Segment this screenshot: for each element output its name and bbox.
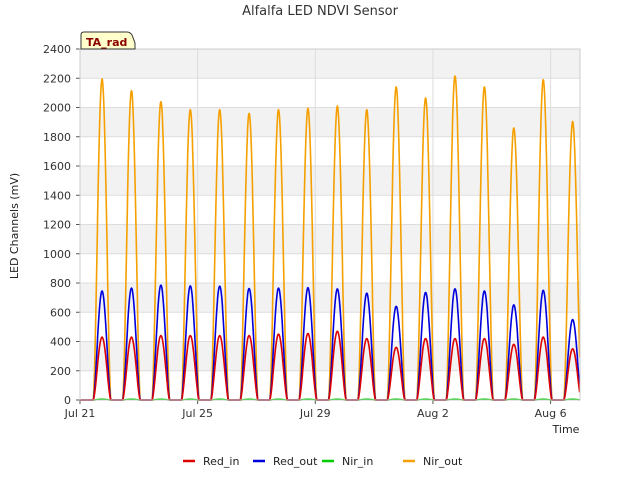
legend-item-nir-in: Nir_in (322, 455, 373, 468)
y-tick-label: 2000 (43, 102, 71, 115)
y-tick-label: 1800 (43, 131, 71, 144)
plot-band (80, 253, 580, 283)
plot-band (80, 107, 580, 137)
plot-band (80, 224, 580, 254)
y-tick-label: 1400 (43, 189, 71, 202)
legend-label: Nir_out (423, 455, 463, 468)
plot-band (80, 166, 580, 196)
legend-item-red-out: Red_out (253, 455, 318, 468)
chart-title: Alfalfa LED NDVI Sensor (242, 4, 399, 19)
x-tick-label: Aug 6 (535, 407, 567, 420)
x-tick-label: Aug 2 (417, 407, 449, 420)
y-tick-label: 1600 (43, 160, 71, 173)
y-tick-label: 0 (64, 394, 71, 407)
y-tick-label: 1000 (43, 248, 71, 261)
grid-lines (79, 48, 580, 401)
y-tick-label: 1200 (43, 219, 71, 232)
y-tick-label: 600 (50, 306, 71, 319)
legend-label: Red_in (203, 455, 239, 468)
plot-band (80, 78, 580, 108)
plot-band (80, 49, 580, 79)
y-tick-label: 200 (50, 365, 71, 378)
legend: Red_in Red_out Nir_in Nir_out (183, 455, 463, 468)
x-tick-label: Jul 21 (64, 407, 96, 420)
legend-label: Nir_in (342, 455, 373, 468)
y-tick-label: 800 (50, 277, 71, 290)
legend-item-red-in: Red_in (183, 455, 239, 468)
ta-rad-badge: TA_rad (80, 31, 136, 50)
plot-band (80, 195, 580, 225)
y-axis: 0 200 400 600 800 1000 1200 1400 1600 1800 2000 220… (43, 43, 80, 407)
badge-shape (80, 31, 136, 50)
badge-label: TA_rad (86, 36, 127, 49)
x-axis: Jul 21 Jul 25 Jul 29 Aug 2 Aug 6 (64, 400, 567, 420)
y-tick-label: 2400 (43, 43, 71, 56)
y-axis-title: LED Channels (mV) (8, 173, 21, 279)
plot-frame (79, 48, 581, 401)
x-tick-label: Jul 29 (299, 407, 331, 420)
legend-label: Red_out (273, 455, 318, 468)
y-tick-label: 400 (50, 336, 71, 349)
plot-band (80, 136, 580, 166)
x-axis-title: Time (552, 423, 580, 436)
x-tick-label: Jul 25 (181, 407, 213, 420)
legend-item-nir-out: Nir_out (403, 455, 463, 468)
y-tick-label: 2200 (43, 72, 71, 85)
